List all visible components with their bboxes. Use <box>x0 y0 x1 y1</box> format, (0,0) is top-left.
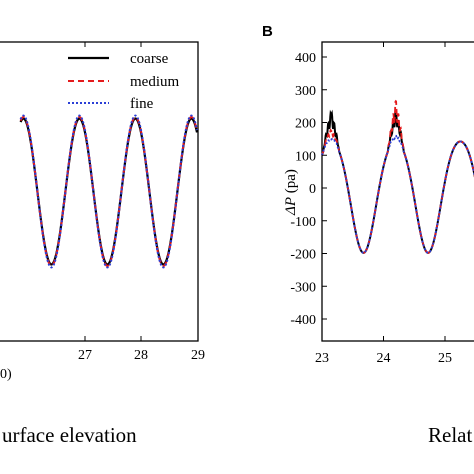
panel-b-curves <box>321 99 474 254</box>
legend-label-fine: fine <box>130 96 154 112</box>
panel-b-axes-frame <box>321 41 474 342</box>
panel-a-axes-frame <box>0 41 199 342</box>
series-line-fine <box>19 114 198 269</box>
y-tick-label: -400 <box>290 313 316 328</box>
panel-b-xticks: 23 24 25 <box>315 42 452 366</box>
x-tick-label: 25 <box>438 351 452 366</box>
series-line-medium <box>19 116 198 267</box>
legend-label-medium: medium <box>130 74 179 90</box>
x-tick-label: 24 <box>377 351 391 366</box>
panel-a-xticks: 27 28 29 <box>78 42 205 363</box>
panel-b-caption: Relat <box>428 423 472 447</box>
panel-a-curves <box>19 114 199 269</box>
y-tick-label: 300 <box>295 84 316 99</box>
panel-a-caption: urface elevation <box>2 423 137 447</box>
panel-a-xlabel: …0) <box>0 367 12 382</box>
panel-b-yticks: 400 300 200 100 0 -100 -200 -300 -400 <box>290 51 327 328</box>
x-tick-label: 27 <box>78 348 92 363</box>
legend: coarse medium fine <box>68 51 179 112</box>
x-tick-label: 28 <box>134 348 148 363</box>
y-tick-label: -200 <box>290 248 316 263</box>
panel-a: 27 28 29 coarse medium fine …0) urface ele… <box>0 41 205 447</box>
x-tick-label: 23 <box>315 351 329 366</box>
y-tick-label: -300 <box>290 280 316 295</box>
y-tick-label: 400 <box>295 51 316 66</box>
y-tick-label: 200 <box>295 117 316 132</box>
series-line-fine <box>321 134 474 254</box>
y-tick-label: -100 <box>290 215 316 230</box>
panel-b-ylabel: ΔP (pa) <box>283 169 299 216</box>
legend-label-coarse: coarse <box>130 51 169 67</box>
x-tick-label: 29 <box>191 348 205 363</box>
panel-b-letter: B <box>262 23 273 40</box>
y-tick-label: 0 <box>309 182 316 197</box>
y-tick-label: 100 <box>295 149 316 164</box>
series-line-coarse <box>321 109 474 254</box>
panel-b: B 400 300 200 100 0 -100 -200 -300 -400 23 24 25 Δ… <box>262 23 474 447</box>
